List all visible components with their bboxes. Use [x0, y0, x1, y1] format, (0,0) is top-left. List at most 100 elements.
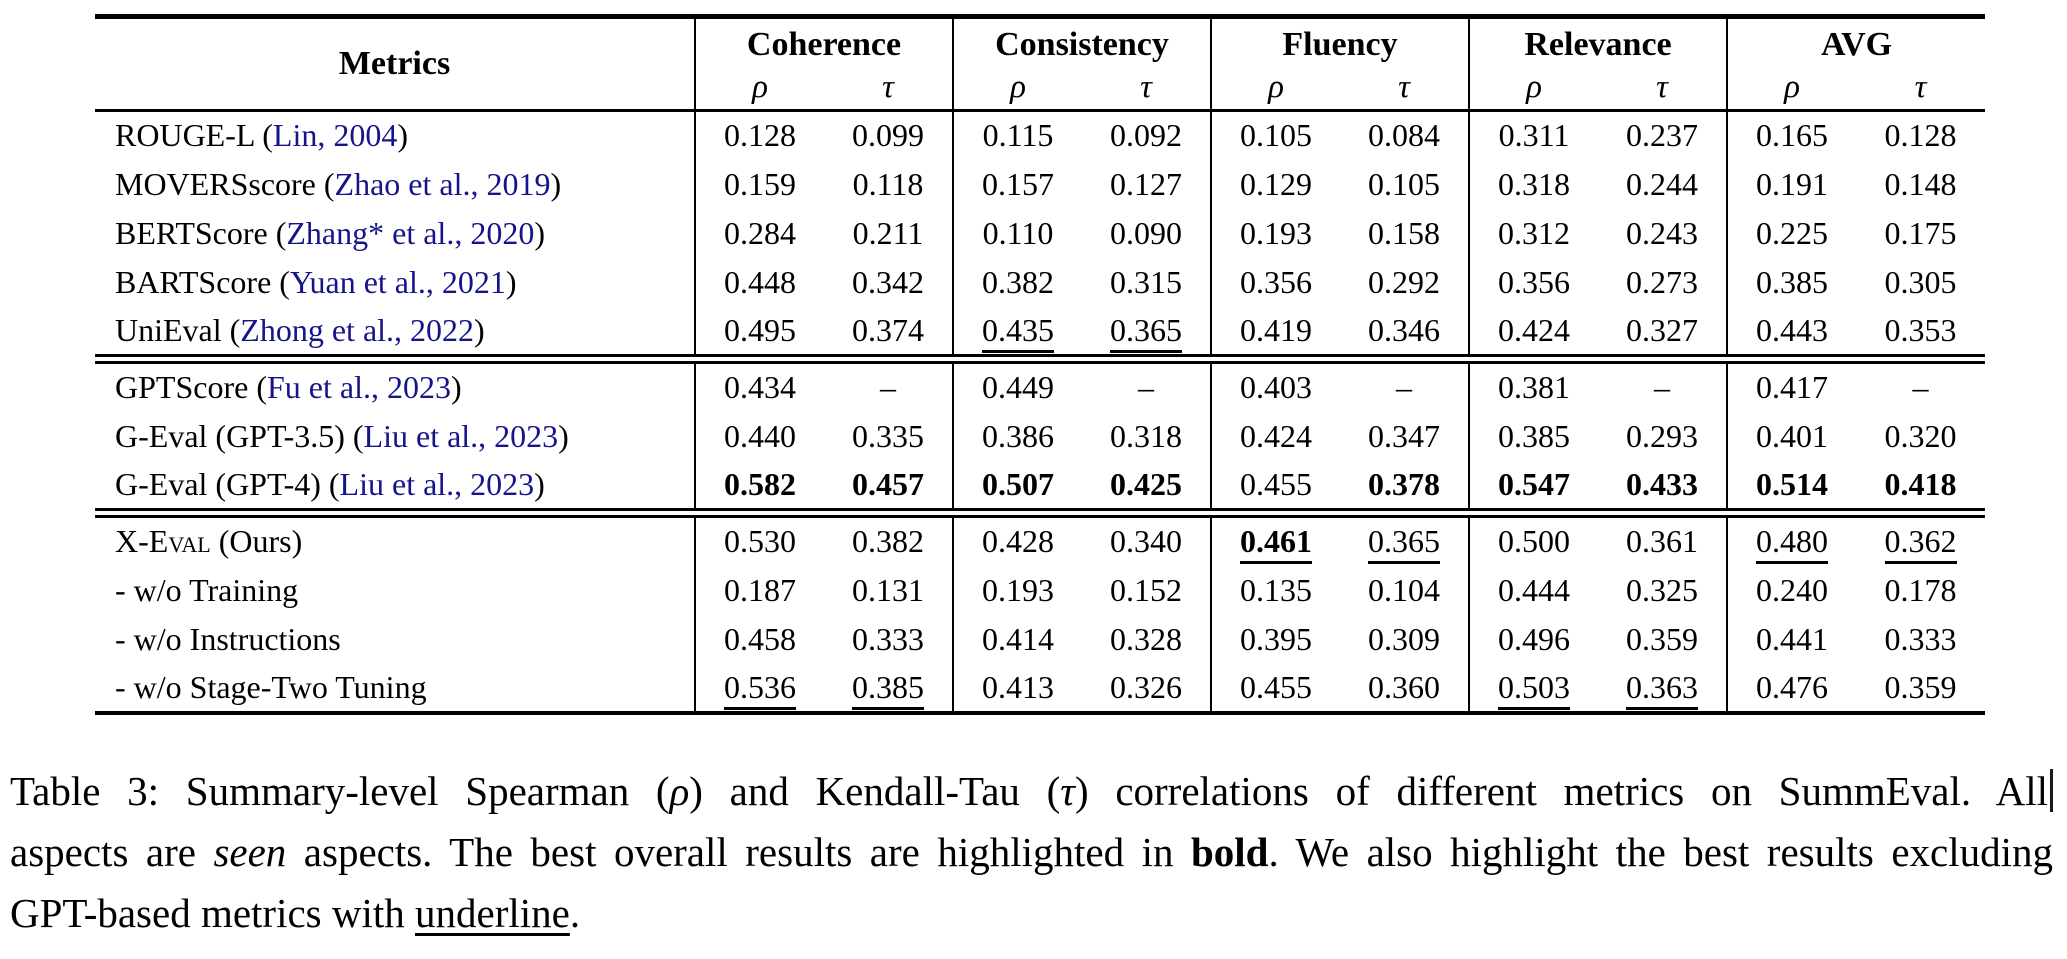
value-cell: 0.356 — [1210, 257, 1341, 307]
value-cell: 0.305 — [1884, 263, 1957, 300]
value-cell: 0.193 — [1210, 208, 1341, 258]
citation-link[interactable]: Lin, 2004 — [272, 117, 398, 154]
tau-header: τ — [1398, 69, 1410, 106]
value-cell: 0.413 — [952, 663, 1082, 713]
value-cell: 0.374 — [852, 311, 924, 348]
metric-name: BERTScore — [115, 214, 268, 251]
value-cell: 0.503 — [1468, 663, 1599, 713]
citation-link[interactable]: Zhang* et al., 2020 — [286, 214, 535, 251]
citation-link[interactable]: Liu et al., 2023 — [363, 417, 559, 454]
metric-label: - w/o Training — [95, 566, 695, 615]
value-cell: 0.128 — [1884, 117, 1957, 154]
metric-label: UniEval (Zhong et al., 2022) — [115, 311, 485, 348]
rho-header: ρ — [1210, 66, 1341, 111]
value-cell: 0.105 — [1210, 110, 1341, 160]
table-caption: Table 3: Summary-level Spearman (ρ) and … — [10, 761, 2053, 944]
value-cell: 0.240 — [1726, 565, 1857, 615]
caption-segment: ) correlations of different metrics on S… — [1074, 767, 2048, 814]
caption-segment: underline — [415, 889, 570, 936]
value-cell: 0.356 — [1468, 257, 1599, 307]
caption-segment: aspects are — [10, 828, 214, 875]
value-cell: – — [1396, 369, 1413, 406]
value-cell: 0.457 — [852, 465, 924, 502]
value-cell: 0.191 — [1726, 159, 1857, 209]
caption-segment: τ — [1060, 767, 1075, 814]
value-cell: 0.495 — [694, 306, 824, 356]
group-separator-rule — [95, 354, 1986, 364]
metric-name: - w/o Stage-Two Tuning — [115, 668, 427, 705]
value-cell: 0.435 — [952, 306, 1082, 356]
value-cell: 0.312 — [1468, 208, 1599, 258]
metric-label: G-Eval (GPT-3.5) (Liu et al., 2023) — [115, 417, 569, 454]
value-cell: 0.496 — [1468, 614, 1599, 664]
value-cell: 0.382 — [852, 523, 924, 560]
caption-segment: Table 3: Summary-level Spearman ( — [10, 767, 670, 814]
value-cell: 0.359 — [1626, 620, 1699, 657]
group-separator-rule — [95, 508, 1986, 518]
value-cell: 0.476 — [1726, 663, 1857, 713]
value-cell: 0.311 — [1468, 110, 1599, 160]
table-row: - w/o Instructions 0.458 0.333 0.414 0.328 0.… — [95, 614, 1985, 664]
value-cell: 0.362 — [1856, 517, 1985, 566]
value-cell: 0.385 — [824, 664, 953, 713]
tau-header: τ — [1914, 69, 1927, 106]
value-cell: 0.092 — [1110, 117, 1182, 154]
metrics-column-header: Metrics — [338, 45, 451, 82]
table-row: G-Eval (GPT-3.5) (Liu et al., 2023) 0.440… — [95, 411, 1985, 461]
table-row: ROUGE-L (Lin, 2004) 0.128 0.099 0.115 0.092 0… — [95, 110, 1985, 160]
value-cell: 0.386 — [952, 411, 1082, 461]
metric-label: MOVERSscore (Zhao et al., 2019) — [115, 165, 562, 202]
caption-line: GPT-based metrics with underline. — [10, 883, 2053, 944]
value-cell: 0.127 — [1110, 165, 1182, 202]
value-cell: 0.328 — [1110, 620, 1182, 657]
value-cell: 0.152 — [1110, 571, 1182, 608]
value-cell: 0.293 — [1626, 417, 1699, 454]
value-cell: 0.309 — [1368, 620, 1441, 657]
value-cell: 0.157 — [952, 159, 1082, 209]
value-cell: 0.084 — [1368, 117, 1441, 154]
caption-line: Table 3: Summary-level Spearman (ρ) and … — [10, 761, 2053, 822]
tau-header: τ — [1656, 69, 1668, 106]
value-cell: 0.099 — [852, 117, 924, 154]
value-cell: 0.118 — [852, 165, 924, 202]
caption-segment: GPT-based metrics with — [10, 889, 416, 936]
value-cell: 0.424 — [1210, 411, 1341, 461]
value-cell: 0.365 — [1082, 307, 1211, 356]
value-cell: 0.547 — [1468, 460, 1599, 510]
metric-name: MOVERSscore — [115, 165, 316, 202]
value-cell: 0.318 — [1110, 417, 1182, 454]
value-cell: 0.340 — [1110, 523, 1182, 560]
rho-header: ρ — [694, 66, 824, 111]
citation-link[interactable]: Zhao et al., 2019 — [334, 165, 551, 202]
value-cell: 0.211 — [852, 214, 924, 251]
citation-link[interactable]: Zhong et al., 2022 — [240, 311, 475, 348]
value-cell: 0.159 — [694, 159, 824, 209]
value-cell: 0.346 — [1368, 311, 1441, 348]
value-cell: 0.378 — [1368, 465, 1441, 502]
value-cell: 0.428 — [952, 516, 1082, 566]
value-cell: 0.434 — [694, 362, 824, 412]
citation-link[interactable]: Liu et al., 2023 — [339, 465, 535, 502]
citation-link[interactable]: Yuan et al., 2021 — [289, 263, 506, 300]
value-cell: 0.425 — [1110, 465, 1182, 502]
metric-label: BERTScore (Zhang* et al., 2020) — [115, 214, 545, 251]
table-row: BERTScore (Zhang* et al., 2020) 0.284 0.21… — [95, 208, 1985, 258]
value-cell: 0.448 — [694, 257, 824, 307]
rho-header: ρ — [1468, 66, 1599, 111]
value-cell: 0.458 — [694, 614, 824, 664]
citation-link[interactable]: Fu et al., 2023 — [266, 369, 451, 406]
metric-name: - w/o Instructions — [115, 620, 341, 657]
value-cell: 0.359 — [1884, 668, 1957, 705]
value-cell: 0.424 — [1468, 306, 1599, 356]
value-cell: 0.480 — [1726, 516, 1857, 566]
table-body: ROUGE-L (Lin, 2004) 0.128 0.099 0.115 0.092 0… — [95, 110, 1986, 713]
value-cell: 0.110 — [952, 208, 1082, 258]
column-group-coherence: Coherence — [694, 16, 953, 67]
value-cell: 0.418 — [1884, 465, 1957, 502]
value-cell: 0.178 — [1884, 571, 1957, 608]
value-cell: 0.360 — [1368, 668, 1441, 705]
value-cell: 0.455 — [1210, 460, 1341, 510]
metric-name: G-Eval (GPT-4) — [115, 465, 321, 502]
caption-segment: aspects. The best overall results are hi… — [286, 828, 1191, 875]
value-cell: 0.536 — [694, 663, 824, 713]
